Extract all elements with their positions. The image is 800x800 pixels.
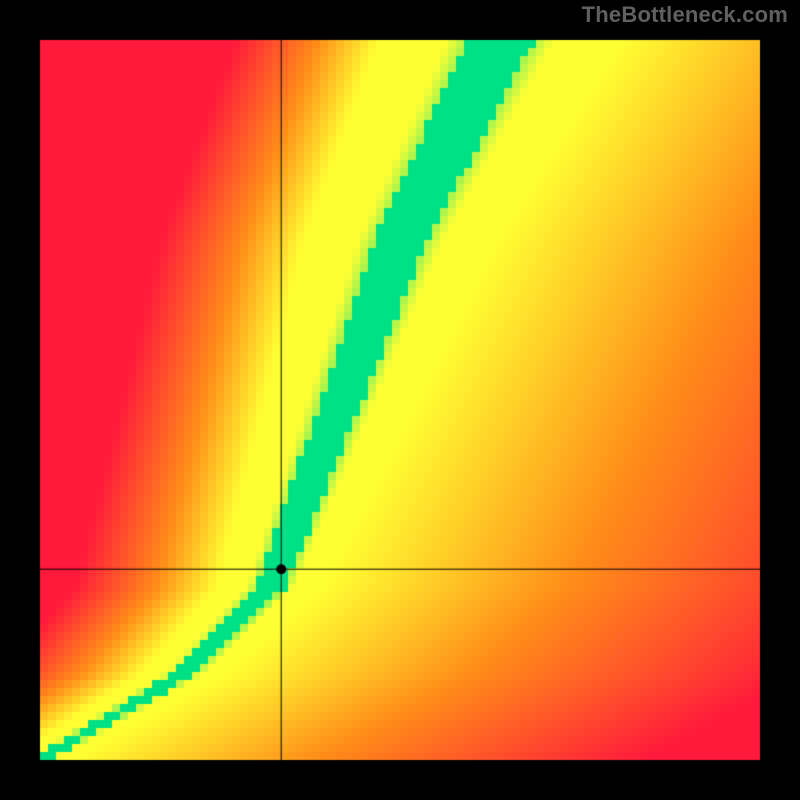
chart-container: TheBottleneck.com	[0, 0, 800, 800]
watermark-text: TheBottleneck.com	[582, 2, 788, 28]
heatmap-canvas	[0, 0, 800, 800]
